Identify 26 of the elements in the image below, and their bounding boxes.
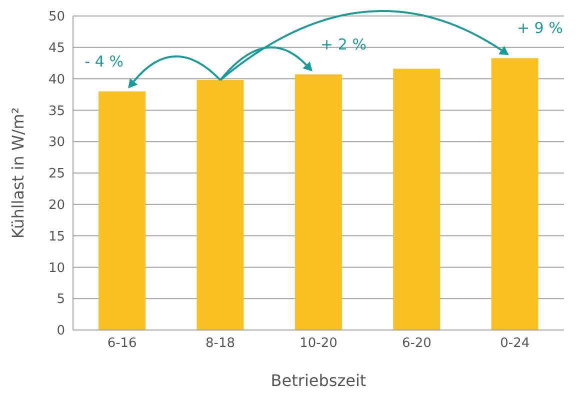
- y-tick-label: 10: [48, 260, 65, 276]
- x-tick-label: 8-18: [206, 336, 236, 352]
- y-tick-label: 15: [48, 229, 65, 244]
- bar: [196, 80, 244, 330]
- y-tick-label: 25: [48, 166, 65, 182]
- bar: [98, 91, 146, 330]
- y-tick-label: 5: [56, 292, 65, 308]
- y-tick-label: 50: [48, 10, 65, 25]
- bar: [393, 68, 440, 330]
- annotation: + 2 %: [320, 35, 366, 54]
- y-tick-label: 40: [48, 72, 65, 88]
- bar: [491, 58, 538, 330]
- x-tick-label: 6-20: [402, 336, 432, 352]
- bar: [294, 74, 342, 330]
- y-axis-title: Kühllast in W/m²: [8, 107, 28, 239]
- x-tick-label: 10-20: [300, 336, 338, 352]
- y-tick-label: 30: [48, 135, 65, 150]
- x-tick-label: 0-24: [500, 336, 530, 352]
- y-tick-label: 0: [56, 324, 65, 339]
- x-tick-label: 6-16: [107, 336, 137, 352]
- y-tick-label: 35: [48, 104, 65, 119]
- annotation: + 9 %: [516, 19, 563, 38]
- y-tick-label: 20: [48, 198, 65, 214]
- annotation: - 4 %: [84, 52, 124, 70]
- y-tick-label: 45: [48, 41, 65, 56]
- x-axis-title: Betriebszeit: [270, 371, 366, 390]
